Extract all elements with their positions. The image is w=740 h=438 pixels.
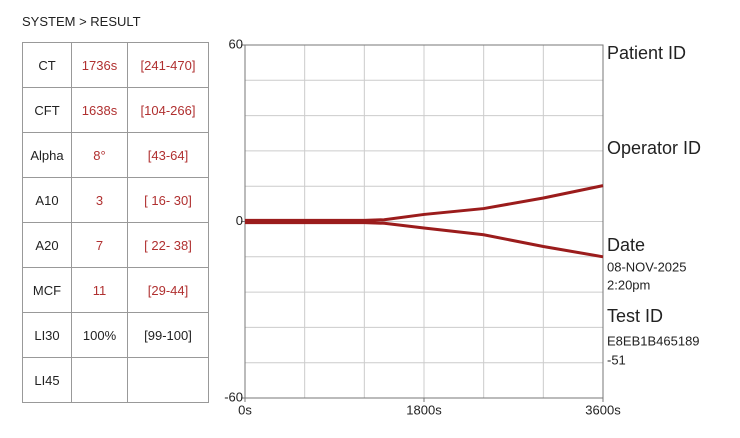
table-row: CFT 1638s [104-266] bbox=[22, 87, 209, 133]
cell-name: CT bbox=[22, 42, 72, 88]
table-row: A20 7[ 22- 38] bbox=[22, 222, 209, 268]
table-row: LI30 100% [99-100] bbox=[22, 312, 209, 358]
cell-range: [29-44] bbox=[127, 267, 209, 313]
cell-name: LI45 bbox=[22, 357, 72, 403]
y-tick-label: 60 bbox=[229, 36, 243, 51]
breadcrumb: SYSTEM > RESULT bbox=[22, 14, 141, 29]
date-label: Date bbox=[607, 235, 645, 255]
cell-value: 3 bbox=[71, 177, 128, 223]
cell-range: [241-470] bbox=[127, 42, 209, 88]
cell-value: 11 bbox=[71, 267, 128, 313]
cell-name: MCF bbox=[22, 267, 72, 313]
table-row: A10 3[ 16- 30] bbox=[22, 177, 209, 223]
cell-value: 7 bbox=[71, 222, 128, 268]
table-row: CT 1736s [241-470] bbox=[22, 42, 209, 88]
operator-id: Operator ID bbox=[607, 138, 701, 158]
cell-range bbox=[127, 357, 209, 403]
cell-value: 100% bbox=[71, 312, 128, 358]
cell-range: [104-266] bbox=[127, 87, 209, 133]
cell-range: [99-100] bbox=[127, 312, 209, 358]
x-tick-label: 1800s bbox=[406, 402, 442, 417]
cell-name: LI30 bbox=[22, 312, 72, 358]
cell-name: A20 bbox=[22, 222, 72, 268]
patient-id: Patient ID bbox=[607, 43, 686, 63]
cell-name: CFT bbox=[22, 87, 72, 133]
test-id: E8EB1B465189 bbox=[607, 333, 700, 348]
table-row: LI45 bbox=[22, 357, 209, 403]
test-id: -51 bbox=[607, 352, 626, 367]
trace-line bbox=[245, 221, 604, 259]
x-tick-label: 0s bbox=[238, 402, 252, 417]
table-row: MCF 11 [29-44] bbox=[22, 267, 209, 313]
cell-name: Alpha bbox=[22, 132, 72, 178]
time: 2:20pm bbox=[607, 277, 650, 292]
result-table: CT 1736s [241-470] CFT 1638s [104-266] Alpha 8°… bbox=[22, 42, 209, 403]
cell-range: [ 22- 38] bbox=[127, 222, 209, 268]
cell-value: 8° bbox=[71, 132, 128, 178]
y-tick-label: 0 bbox=[236, 213, 243, 228]
y-tick-label: -60 bbox=[224, 389, 243, 404]
x-tick-label: 3600s bbox=[585, 402, 621, 417]
trace-line bbox=[245, 184, 604, 222]
test-id-label: Test ID bbox=[607, 306, 663, 326]
cell-value: 1736s bbox=[71, 42, 128, 88]
cell-range: [ 16- 30] bbox=[127, 177, 209, 223]
date: 08-NOV-2025 bbox=[607, 259, 687, 274]
